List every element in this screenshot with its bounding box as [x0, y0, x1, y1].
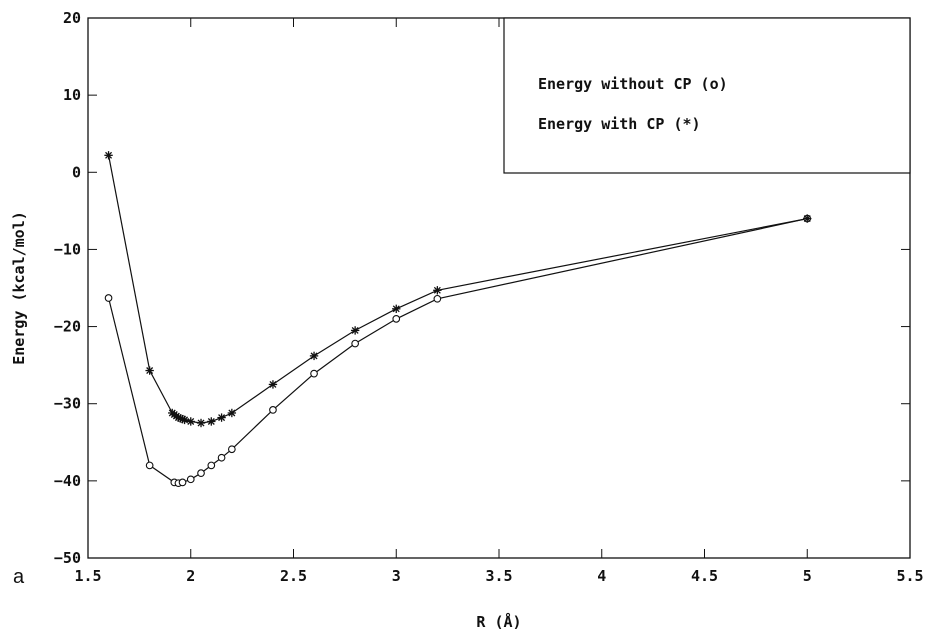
series-markers: [104, 151, 812, 488]
legend-entry-without-cp: Energy without CP (o): [538, 75, 728, 93]
x-tick-label: 2: [186, 567, 195, 585]
x-tick-label: 5: [803, 567, 812, 585]
point-without-cp: [197, 469, 205, 477]
point-with-cp: [350, 326, 360, 335]
point-with-cp: [207, 417, 216, 426]
x-tick-label: 3.5: [485, 567, 512, 585]
point-with-cp: [433, 286, 442, 295]
point-without-cp: [433, 294, 442, 303]
legend: Energy without CP (o) Energy with CP (*): [503, 17, 911, 174]
x-axis-title: R (Å): [476, 612, 521, 631]
point-with-cp: [186, 417, 195, 426]
point-without-cp: [145, 461, 154, 470]
y-tick-label: −20: [54, 318, 81, 336]
y-tick-label: −30: [54, 395, 81, 413]
point-with-cp: [392, 304, 401, 314]
x-tick-label: 4.5: [691, 567, 718, 585]
point-with-cp: [104, 151, 113, 160]
point-with-cp: [145, 366, 154, 375]
y-tick-label: 0: [72, 163, 81, 181]
point-with-cp: [196, 418, 206, 428]
x-tick-label: 1.5: [74, 567, 101, 585]
y-tick-label: 10: [63, 86, 81, 104]
x-tick-label: 2.5: [280, 567, 307, 585]
x-tick-label: 4: [597, 567, 606, 585]
series-line-without-cp: [108, 218, 808, 484]
point-without-cp: [269, 406, 277, 414]
point-with-cp: [180, 415, 189, 425]
y-tick-label: −50: [54, 549, 81, 567]
point-without-cp: [207, 461, 216, 470]
series-line-with-cp: [108, 155, 808, 424]
point-without-cp: [217, 453, 226, 462]
y-axis-title: Energy (kcal/mol): [10, 211, 28, 365]
point-without-cp: [104, 294, 113, 302]
point-without-cp: [186, 475, 195, 484]
axis-ticks: 1.5 2 2.5 3 3.5 4 4.5 5 5.5 20 10 0 −10 −20 −30 −40 −50: [54, 9, 924, 585]
point-without-cp: [392, 315, 401, 323]
y-tick-label: −10: [54, 240, 81, 258]
x-tick-label: 3: [392, 567, 401, 585]
y-tick-label: −40: [54, 472, 81, 490]
point-without-cp: [310, 369, 318, 378]
y-tick-label: 20: [63, 9, 81, 27]
point-with-cp: [227, 408, 237, 418]
point-with-cp: [268, 380, 278, 389]
series-lines: [108, 155, 808, 484]
point-with-cp: [309, 351, 319, 361]
point-without-cp: [351, 339, 360, 348]
legend-box: [503, 17, 911, 174]
point-without-cp: [228, 445, 236, 454]
point-with-cp: [803, 214, 812, 223]
point-with-cp: [217, 413, 226, 422]
panel-label: a: [13, 566, 25, 588]
point-without-cp: [178, 478, 187, 487]
legend-entry-with-cp: Energy with CP (*): [538, 115, 701, 133]
x-tick-label: 5.5: [896, 567, 923, 585]
